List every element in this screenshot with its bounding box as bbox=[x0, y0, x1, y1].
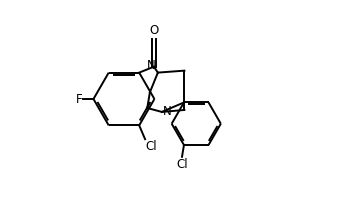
Text: N: N bbox=[163, 105, 171, 118]
Text: N: N bbox=[147, 59, 156, 72]
Text: Cl: Cl bbox=[145, 140, 157, 153]
Text: F: F bbox=[76, 92, 82, 106]
Text: Cl: Cl bbox=[176, 158, 188, 171]
Text: O: O bbox=[149, 24, 159, 37]
